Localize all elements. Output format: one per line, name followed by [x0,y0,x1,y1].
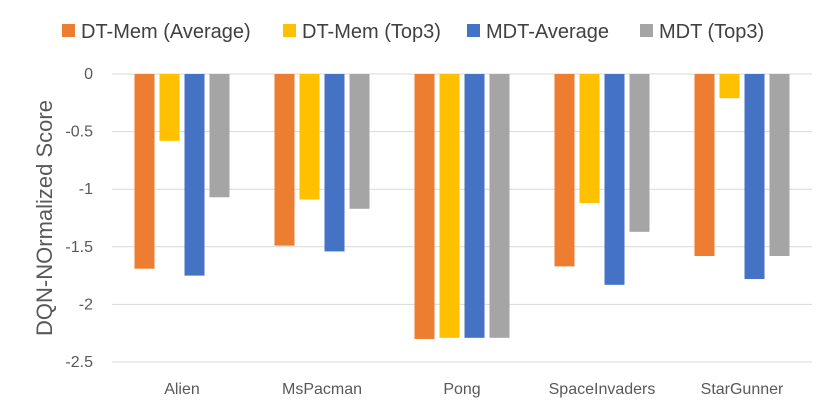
bar-mspacman-dt-mem-average [274,74,295,246]
legend-label: MDT-Average [486,21,609,43]
bar-mspacman-mdt-top3 [349,74,370,209]
y-tick-label: -2 [79,296,93,313]
bar-pong-mdt-top3 [489,74,510,338]
legend-swatch-dt-mem-average [62,24,75,37]
x-tick-label: Pong [443,381,480,398]
legend-label: DT-Mem (Top3) [302,21,441,43]
bar-spaceinvaders-dt-mem-top3 [579,74,600,204]
bar-alien-dt-mem-average [134,74,155,269]
legend-label: MDT (Top3) [659,21,764,43]
y-tick-label: 0 [84,66,93,83]
bar-stargunner-mdt-average [744,74,765,280]
x-tick-label: MsPacman [282,381,362,398]
y-tick-label: -1 [79,181,93,198]
bar-spaceinvaders-mdt-top3 [629,74,650,232]
legend: DT-Mem (Average) DT-Mem (Top3) MDT-Average… [62,21,764,43]
y-axis-ticks: 0 -0.5 -1 -1.5 -2 -2.5 [65,66,93,371]
x-axis-ticks: Alien MsPacman Pong SpaceInvaders StarGunner [164,381,784,398]
x-tick-label: Alien [164,381,200,398]
bars [134,74,790,339]
legend-swatch-mdt-average [467,24,480,37]
bar-stargunner-mdt-top3 [769,74,790,257]
y-axis-label: DQN-NOrmalized Score [32,100,57,336]
legend-swatch-mdt-top3 [640,24,653,37]
bar-alien-mdt-top3 [209,74,230,198]
bar-alien-dt-mem-top3 [159,74,180,141]
y-tick-label: -0.5 [65,124,93,141]
bar-spaceinvaders-mdt-average [604,74,625,285]
bar-pong-dt-mem-average [414,74,435,339]
bar-mspacman-dt-mem-top3 [299,74,320,200]
bar-pong-mdt-average [464,74,485,338]
y-tick-label: -2.5 [65,354,93,371]
x-tick-label: StarGunner [701,381,784,398]
legend-swatch-dt-mem-top3 [283,24,296,37]
bar-spaceinvaders-dt-mem-average [554,74,575,267]
y-tick-label: -1.5 [65,239,93,256]
bar-pong-dt-mem-top3 [439,74,460,338]
x-tick-label: SpaceInvaders [549,381,656,398]
bar-alien-mdt-average [184,74,205,276]
legend-label: DT-Mem (Average) [81,21,251,43]
bar-mspacman-mdt-average [324,74,345,252]
bar-stargunner-dt-mem-top3 [719,74,740,99]
bar-stargunner-dt-mem-average [694,74,715,257]
